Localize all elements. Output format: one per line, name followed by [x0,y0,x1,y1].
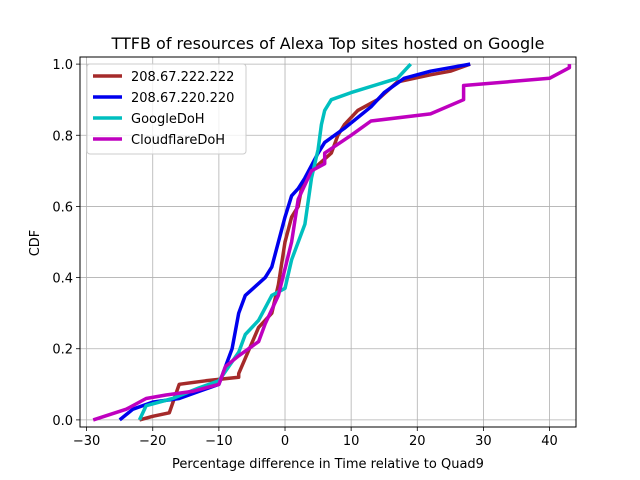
series-group [92,62,572,422]
y-tick-label: 0.8 [52,129,73,144]
legend-label: 208.67.222.222 [131,70,234,85]
y-tick-label: 0.0 [52,414,73,429]
legend-box [86,63,247,155]
plot-frame [79,56,577,428]
x-tick-label: 30 [475,434,492,449]
y-tick-label: 0.2 [52,343,73,358]
legend-label: GoogleDoH [131,112,205,127]
y-tick-label: 0.6 [52,200,73,215]
x-tick-label: 20 [409,434,426,449]
legend-label: CloudflareDoH [131,133,225,148]
x-axis-ticks: −30 −20 −10 0 10 20 30 40 [73,427,558,449]
x-tick-label: 10 [343,434,360,449]
y-axis-ticks: 0.0 0.2 0.4 0.6 0.8 1.0 [52,58,80,429]
series-line-3 [92,64,572,422]
x-tick-label: −30 [73,434,100,449]
x-axis-label: Percentage difference in Time relative t… [172,457,484,472]
legend-label: 208.67.220.220 [131,91,234,106]
chart-title: TTFB of resources of Alexa Top sites hos… [111,34,545,53]
series-line-2 [137,62,412,421]
x-tick-label: −20 [139,434,166,449]
x-tick-label: −10 [205,434,232,449]
y-axis-label: CDF [28,230,43,257]
legend: 208.67.222.222 208.67.220.220 GoogleDoH Clo… [86,63,247,155]
y-tick-label: 0.4 [52,272,73,287]
x-tick-label: 40 [541,434,558,449]
y-tick-label: 1.0 [52,58,73,73]
x-tick-label: 0 [281,434,289,449]
